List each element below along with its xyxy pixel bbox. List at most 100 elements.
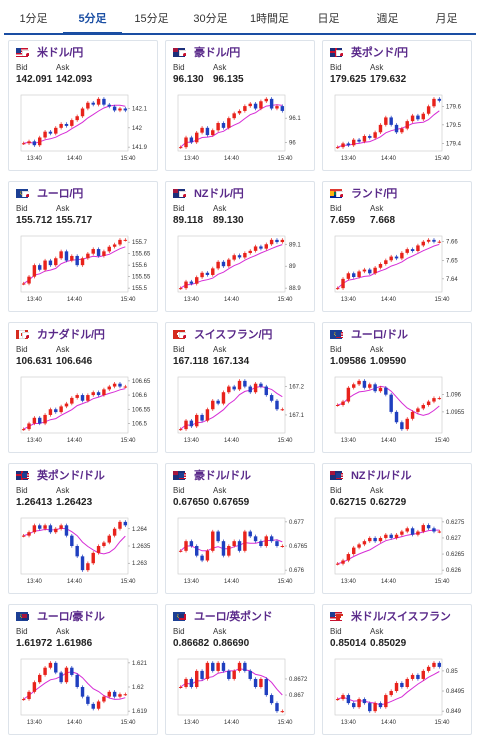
candle-body	[400, 682, 404, 687]
mini-chart[interactable]: 0.85 0.8495 0.849 13:40 14:40 15:40	[330, 655, 466, 729]
y-tick-label: 0.676	[289, 568, 305, 574]
candle-body	[410, 528, 415, 535]
rate-card[interactable]: NZドル/円 Bid Ask 89.118 89.130 89.1 89 88.9 1…	[165, 181, 315, 312]
rate-card[interactable]: 英ポンド/円 Bid Ask 179.625 179.632 179.6 179.…	[322, 40, 472, 171]
candle-body	[70, 255, 74, 261]
ask-value: 106.646	[56, 356, 93, 367]
mini-chart[interactable]: 1.096 1.0955 13:40 14:40 15:40	[330, 373, 466, 447]
candle-body	[227, 259, 231, 267]
rate-card[interactable]: スイスフラン/円 Bid Ask 167.118 167.134 167.2 16…	[165, 322, 315, 453]
candle-body	[243, 662, 247, 671]
tab-6[interactable]: 日足	[317, 13, 340, 25]
tab-5[interactable]: 1時間足	[249, 13, 290, 25]
mini-chart[interactable]: 155.7 155.65 155.6 155.55 155.5 13:40 14:40 15:…	[16, 232, 152, 306]
pair-name[interactable]: 米ドル/円	[37, 47, 84, 59]
candle-body	[368, 384, 372, 388]
pair-name[interactable]: 英ポンド/ドル	[37, 470, 105, 482]
rate-card[interactable]: ランド/円 Bid Ask 7.659 7.668 7.66 7.65 7.64 13…	[322, 181, 472, 312]
candle-body	[335, 147, 340, 149]
x-tick-label: 13:40	[184, 156, 200, 162]
price-labels: Bid Ask	[16, 486, 96, 495]
pair-name[interactable]: ユーロ/ドル	[351, 329, 408, 341]
rate-card[interactable]: カナダドル/円 Bid Ask 106.631 106.646 106.65 10…	[8, 322, 158, 453]
pair-name[interactable]: 豪ドル/円	[194, 47, 241, 59]
pair-name[interactable]: カナダドル/円	[37, 329, 105, 341]
x-tick-label: 14:40	[381, 297, 397, 303]
rate-card[interactable]: 米ドル/スイスフラン Bid Ask 0.85014 0.85029 0.85 0…	[322, 604, 472, 735]
pair-name[interactable]: NZドル/ドル	[351, 470, 412, 482]
candle-body	[253, 103, 258, 109]
candle-body	[189, 137, 194, 143]
pair-name[interactable]: ユーロ/円	[37, 188, 84, 200]
mini-chart[interactable]: 0.8672 0.867 13:40 14:40 15:40	[173, 655, 309, 729]
price-values: 0.85014 0.85029	[330, 638, 406, 649]
mini-chart[interactable]: 1.621 1.62 1.619 13:40 14:40 15:40	[16, 655, 152, 729]
pair-name[interactable]: ユーロ/豪ドル	[37, 611, 105, 623]
rate-card[interactable]: ユーロ/英ポンド Bid Ask 0.86682 0.86690 0.8672 0…	[165, 604, 315, 735]
card-header: ユーロ/ドル	[330, 328, 408, 341]
y-tick-label: 89	[289, 264, 296, 270]
candle-body	[118, 383, 122, 387]
y-tick-label: 179.4	[446, 141, 462, 147]
candle-body	[27, 423, 31, 430]
pair-name[interactable]: スイスフラン/円	[194, 329, 273, 341]
ask-value: 142.093	[56, 74, 93, 85]
bid-label: Bid	[330, 627, 342, 636]
candle-body	[205, 409, 210, 421]
pair-name[interactable]: NZドル/円	[194, 188, 244, 200]
mini-chart[interactable]: 0.677 0.6765 0.676 13:40 14:40 15:40	[173, 514, 309, 588]
mini-chart[interactable]: 96.1 96 13:40 14:40 15:40	[173, 91, 309, 165]
tab-1[interactable]: 1分足	[19, 13, 48, 25]
x-tick-label: 15:40	[120, 438, 136, 444]
candle-body	[64, 403, 69, 407]
mini-chart[interactable]: 179.6 179.5 179.4 13:40 14:40 15:40	[330, 91, 466, 165]
rate-card[interactable]: 英ポンド/ドル Bid Ask 1.26413 1.26423 1.264 1.2…	[8, 463, 158, 594]
tab-4[interactable]: 30分足	[193, 13, 228, 25]
mini-chart[interactable]: 0.6275 0.627 0.6265 0.626 13:40 14:40 15:40	[330, 514, 466, 588]
candle-body	[123, 239, 128, 241]
pair-name[interactable]: 豪ドル/ドル	[194, 470, 251, 482]
candle-body	[243, 106, 247, 111]
ask-label: Ask	[56, 63, 70, 72]
tab-7[interactable]: 週足	[376, 13, 399, 25]
tab-8[interactable]: 月足	[435, 13, 458, 25]
candle-body	[102, 542, 106, 546]
candle-body	[384, 117, 388, 125]
candle-body	[200, 670, 204, 679]
bid-value: 0.85014	[330, 638, 367, 649]
mini-chart[interactable]: 1.264 1.2635 1.263 13:40 14:40 15:40	[16, 514, 152, 588]
tab-2[interactable]: 5分足	[63, 3, 122, 35]
rate-card[interactable]: 豪ドル/円 Bid Ask 96.130 96.135 96.1 96 13:40 1…	[165, 40, 315, 171]
rate-card[interactable]: ユーロ/豪ドル Bid Ask 1.61972 1.61986 1.621 1.6…	[8, 604, 158, 735]
pair-name[interactable]: 英ポンド/円	[351, 47, 408, 59]
mini-chart[interactable]: 106.65 106.6 106.55 106.5 13:40 14:40 15:40	[16, 373, 152, 447]
bid-label: Bid	[330, 486, 342, 495]
ask-value: 167.134	[213, 356, 250, 367]
candle-body	[341, 695, 345, 700]
candle-body	[189, 281, 194, 284]
candle-body	[178, 687, 183, 688]
rate-card[interactable]: ユーロ/ドル Bid Ask 1.09586 1.09590 1.096 1.09…	[322, 322, 472, 453]
mini-chart[interactable]: 89.1 89 88.9 13:40 14:40 15:40	[173, 232, 309, 306]
pair-name[interactable]: 米ドル/スイスフラン	[351, 611, 451, 623]
mini-chart[interactable]: 167.2 167.1 13:40 14:40 15:40	[173, 373, 309, 447]
tab-3[interactable]: 15分足	[134, 13, 169, 25]
candle-body	[38, 417, 42, 424]
mini-chart[interactable]: 7.66 7.65 7.64 13:40 14:40 15:40	[330, 232, 466, 306]
candle-body	[416, 531, 420, 535]
rate-card[interactable]: ユーロ/円 Bid Ask 155.712 155.717 155.7 155.6…	[8, 181, 158, 312]
bid-value: 96.130	[173, 74, 204, 85]
candle-body	[416, 115, 420, 120]
mini-chart[interactable]: 142.1 142 141.9 13:40 14:40 15:40	[16, 91, 152, 165]
plot-area	[334, 94, 443, 152]
candle-body	[227, 546, 231, 556]
pair-name[interactable]: ユーロ/英ポンド	[194, 611, 273, 623]
x-tick-label: 13:40	[184, 720, 200, 726]
rate-card[interactable]: NZドル/ドル Bid Ask 0.62715 0.62729 0.6275 0.…	[322, 463, 472, 594]
x-tick-label: 13:40	[341, 720, 357, 726]
pair-name[interactable]: ランド/円	[351, 188, 398, 200]
candle-body	[59, 406, 63, 413]
rate-card[interactable]: 米ドル/円 Bid Ask 142.091 142.093 142.1 142 14…	[8, 40, 158, 171]
candle-body	[362, 135, 367, 142]
rate-card[interactable]: 豪ドル/ドル Bid Ask 0.67650 0.67659 0.677 0.67…	[165, 463, 315, 594]
